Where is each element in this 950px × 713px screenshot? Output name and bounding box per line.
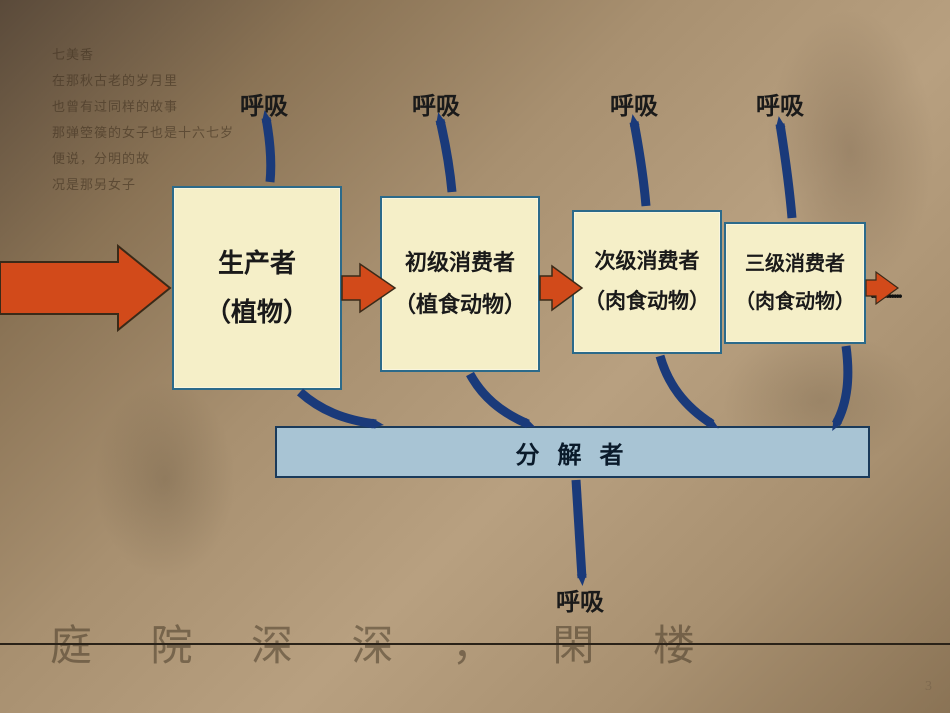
primary-subtitle: （植食动物） <box>394 284 526 326</box>
secondary-title: 次级消费者 <box>595 242 700 282</box>
respiration-label-producer: 呼吸 <box>240 86 288 121</box>
decomposer-box: 分 解 者 <box>275 426 870 478</box>
resp-arrow-producer <box>266 118 271 182</box>
to-decomposer-producer <box>300 392 376 424</box>
producer-box: 生产者 （植物） <box>172 186 342 390</box>
decomposer-label: 分 解 者 <box>516 435 630 470</box>
primary-title: 初级消费者 <box>405 242 515 284</box>
respiration-label-tertiary: 呼吸 <box>756 86 804 121</box>
respiration-label-secondary: 呼吸 <box>610 86 658 121</box>
divider-line <box>0 643 950 645</box>
tertiary-consumer-box: 三级消费者 （肉食动物） <box>724 222 866 344</box>
resp-arrow-decomposer <box>576 480 582 578</box>
energy-input-arrow <box>0 246 170 330</box>
producer-title: 生产者 <box>218 239 296 288</box>
resp-arrow-primary <box>440 120 452 192</box>
to-decomposer-primary <box>470 374 528 424</box>
tertiary-subtitle: （肉食动物） <box>735 283 855 321</box>
to-decomposer-secondary <box>660 356 712 424</box>
primary-consumer-box: 初级消费者 （植食动物） <box>380 196 540 372</box>
diagram-stage: 生产者 （植物） 初级消费者 （植食动物） 次级消费者 （肉食动物） 三级消费者… <box>0 0 950 713</box>
tertiary-title: 三级消费者 <box>745 245 845 283</box>
secondary-consumer-box: 次级消费者 （肉食动物） <box>572 210 722 354</box>
secondary-subtitle: （肉食动物） <box>584 282 710 322</box>
to-decomposer-tertiary <box>836 346 848 424</box>
respiration-label-primary: 呼吸 <box>412 86 460 121</box>
resp-arrow-secondary <box>634 122 646 206</box>
continuation-dots: ............ <box>870 278 900 304</box>
resp-arrow-tertiary <box>780 124 792 218</box>
page-number: 3 <box>925 679 932 695</box>
producer-subtitle: （植物） <box>205 288 309 337</box>
